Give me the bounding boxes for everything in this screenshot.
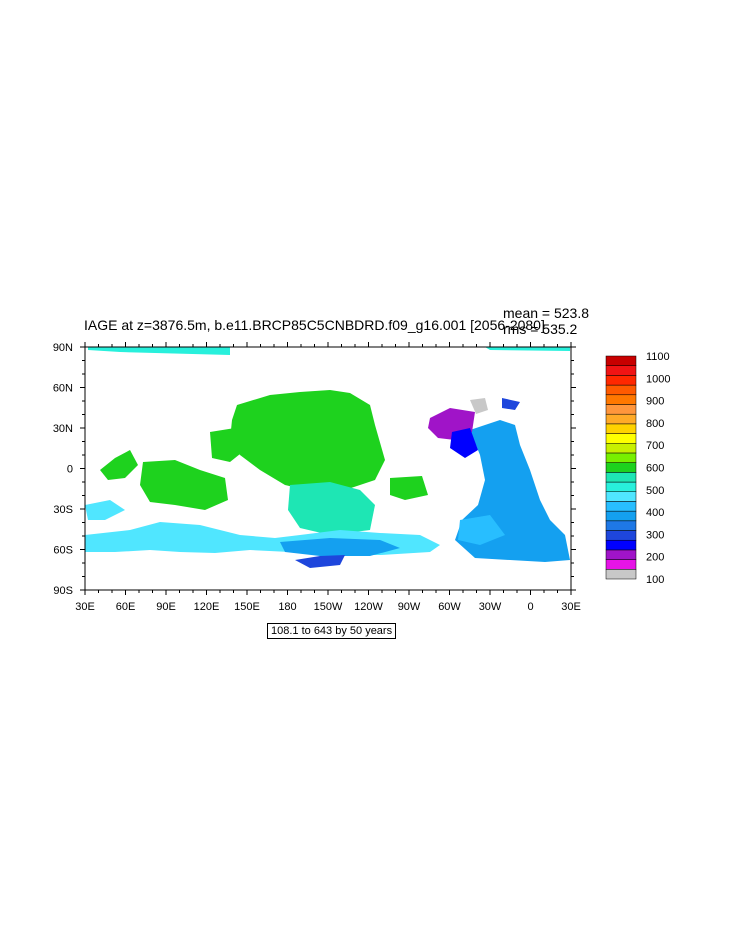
region-pacific-north <box>230 390 385 492</box>
region-labrador-blue <box>450 428 478 458</box>
region-arctic-east <box>485 347 570 351</box>
colorbar-label: 1100 <box>646 351 670 363</box>
colorbar-swatch <box>605 462 637 473</box>
region-arctic <box>88 347 230 355</box>
colorbar-swatch <box>605 559 637 570</box>
y-tick-label: 30S <box>53 504 73 516</box>
x-tick-label: 60W <box>438 601 461 613</box>
region-nordic <box>502 398 520 410</box>
rms-statistic: rms = 535.2 <box>503 321 578 337</box>
colorbar-swatch <box>605 481 637 492</box>
y-tick-label: 60S <box>53 545 73 557</box>
y-tick-label: 60N <box>53 383 73 395</box>
colorbar-label: 800 <box>646 418 664 430</box>
region-east-pacific <box>390 476 428 500</box>
x-tick-label: 30E <box>75 601 95 613</box>
x-tick-label: 30E <box>561 601 581 613</box>
x-tick-label: 150E <box>234 601 260 613</box>
colorbar-label: 300 <box>646 529 664 541</box>
region-ross <box>295 555 345 568</box>
x-tick-label: 0 <box>527 601 533 613</box>
colorbar-swatch <box>605 472 637 483</box>
x-tick-label: 120W <box>354 601 383 613</box>
colorbar-label: 200 <box>646 552 664 564</box>
region-indian-ocean <box>140 460 228 510</box>
colorbar-swatch <box>605 394 637 405</box>
colorbar-swatch <box>605 443 637 454</box>
colorbar-swatch <box>605 530 637 541</box>
colorbar-label: 500 <box>646 485 664 497</box>
colorbar-swatch <box>605 501 637 512</box>
colorbar-swatch <box>605 433 637 444</box>
x-tick-label: 60E <box>116 601 136 613</box>
colorbar-swatch <box>605 569 637 580</box>
region-greenland-grey <box>470 398 488 414</box>
region-arabian <box>100 450 138 480</box>
colorbar-swatch <box>605 452 637 463</box>
region-pacific-west <box>210 428 245 462</box>
colorbar-swatch <box>605 520 637 531</box>
data-fill <box>85 347 570 568</box>
colorbar-swatch <box>605 423 637 434</box>
colorbar-swatch <box>605 384 637 396</box>
colorbar-label: 1000 <box>646 373 670 385</box>
region-southern-deep <box>280 538 400 556</box>
x-tick-label: 90W <box>398 601 421 613</box>
colorbar-label: 400 <box>646 507 664 519</box>
x-tick-label: 150W <box>314 601 343 613</box>
colorbar-swatch <box>605 539 637 551</box>
y-tick-label: 90N <box>53 342 73 354</box>
region-pacific-south <box>288 482 375 535</box>
x-tick-label: 90E <box>156 601 176 613</box>
x-tick-label: 180 <box>278 601 296 613</box>
colorbar-label: 900 <box>646 396 664 408</box>
colorbar-label: 700 <box>646 440 664 452</box>
colorbar: 100 200 300 400 500 600 700 800 900 1000 1100 <box>605 351 670 586</box>
plot-title: IAGE at z=3876.5m, b.e11.BRCP85C5CNBDRD.… <box>84 317 545 333</box>
colorbar-swatch <box>605 413 637 425</box>
colorbar-swatch <box>605 365 637 376</box>
colorbar-swatch <box>605 549 637 560</box>
axis-ticks: 30E 60E 90E 120E 150E 180 150W 120W 90W 60W 30W 0 30… <box>53 342 581 613</box>
colorbar-swatch <box>605 375 637 386</box>
y-tick-label: 90S <box>53 585 73 597</box>
colorbar-swatch <box>605 510 637 522</box>
contour-info-box: 108.1 to 643 by 50 years <box>267 623 397 639</box>
colorbar-label: 600 <box>646 463 664 475</box>
y-tick-label: 0 <box>67 464 73 476</box>
region-southern-ocean-b <box>85 500 125 520</box>
x-tick-label: 120E <box>194 601 220 613</box>
x-tick-label: 30W <box>479 601 502 613</box>
colorbar-swatch <box>605 404 637 415</box>
colorbar-swatch <box>605 355 637 366</box>
y-tick-label: 30N <box>53 423 73 435</box>
colorbar-swatch <box>605 491 637 502</box>
colorbar-label: 100 <box>646 574 664 586</box>
mean-statistic: mean = 523.8 <box>503 305 590 321</box>
region-atlantic-south <box>458 515 505 545</box>
